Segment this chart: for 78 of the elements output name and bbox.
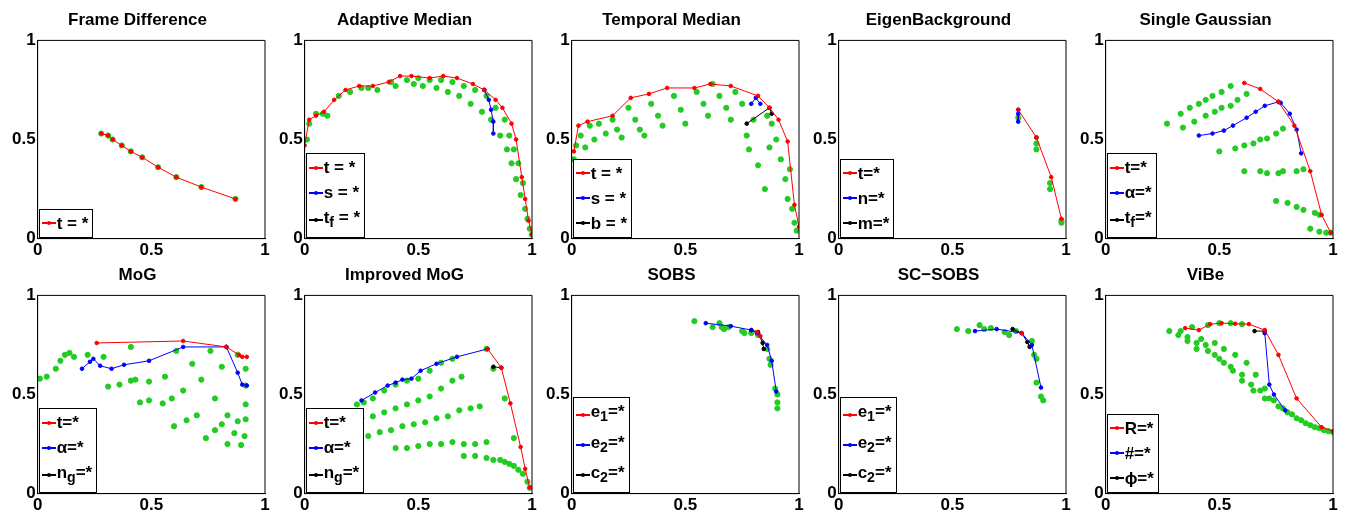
chart-title: Improved MoG (344, 264, 465, 284)
legend-label: e$_{2}$=* (590, 431, 625, 458)
legend-label: m=* (857, 212, 890, 235)
y-tick-label: 1 (560, 285, 570, 305)
legend-label: #=* (1124, 442, 1151, 465)
legend-label: b = * (590, 212, 627, 235)
y-tick-label: 0.5 (1079, 129, 1104, 149)
x-tick-label: 1 (794, 495, 804, 515)
y-tick-label: 0.5 (11, 129, 36, 149)
y-tick-label: 0.5 (278, 129, 303, 149)
y-tick-label: 1 (26, 285, 36, 305)
y-tick-label: 0.5 (278, 384, 303, 404)
legend-label: n=* (857, 187, 885, 210)
x-tick-label: 0.5 (1207, 240, 1232, 260)
legend-label: t = * (590, 162, 623, 185)
x-tick-label: 1 (1328, 240, 1338, 260)
chart-title: EigenBackground (865, 9, 1012, 29)
y-tick-label: 1 (827, 30, 837, 50)
legend-label: α=* (1124, 182, 1152, 205)
y-tick-label: 0.5 (1079, 384, 1104, 404)
legend-label: s = * (590, 187, 627, 210)
legend-label: t=* (857, 162, 880, 185)
x-tick-label: 0.5 (940, 240, 965, 260)
chart-title: SC−SOBS (897, 264, 980, 284)
y-tick-label: 0.5 (812, 129, 837, 149)
y-tick-label: 1 (560, 30, 570, 50)
chart-title: Temporal Median (602, 9, 741, 29)
y-tick-label: 1 (1094, 30, 1104, 50)
legend-label: t = * (323, 157, 356, 180)
chart-title: ViBe (1186, 264, 1225, 284)
legend-label: e$_{1}$=* (857, 401, 892, 427)
y-tick-label: 1 (1094, 285, 1104, 305)
legend-label: c$_{2}$=* (857, 462, 892, 488)
legend-label: α=* (323, 437, 351, 460)
y-tick-label: 1 (293, 285, 303, 305)
x-tick-label: 1 (260, 495, 270, 515)
y-tick-label: 0.5 (545, 384, 570, 404)
chart-title: MoG (118, 264, 157, 284)
chart-title: Single Gaussian (1139, 9, 1272, 29)
chart-title: Frame Difference (68, 9, 207, 29)
legend-label: n$_{g}$=* (323, 462, 360, 488)
legend-label: R=* (1124, 417, 1154, 440)
chart-title: SOBS (647, 264, 696, 284)
y-tick-label: 1 (26, 30, 36, 50)
x-tick-label: 0.5 (940, 495, 965, 515)
legend-label: s = * (323, 182, 360, 205)
x-tick-label: 1 (1061, 495, 1071, 515)
legend-label: t = * (56, 212, 89, 235)
x-tick-label: 0.5 (1207, 495, 1232, 515)
x-tick-label: 1 (1061, 240, 1071, 260)
legend-label: e$_{2}$=* (857, 431, 892, 458)
x-tick-label: 0.5 (673, 240, 698, 260)
x-tick-label: 1 (260, 240, 270, 260)
legend-label: c$_{2}$=* (590, 462, 625, 488)
x-tick-label: 0.5 (673, 495, 698, 515)
y-tick-label: 1 (293, 30, 303, 50)
x-tick-label: 1 (1328, 495, 1338, 515)
x-tick-label: 0.5 (406, 495, 431, 515)
chart-title: Adaptive Median (336, 9, 473, 29)
y-tick-label: 0.5 (545, 129, 570, 149)
x-tick-label: 1 (527, 495, 537, 515)
legend-label: n$_{g}$=* (56, 462, 93, 488)
y-tick-label: 0.5 (812, 384, 837, 404)
y-tick-label: 0.5 (11, 384, 36, 404)
x-tick-label: 0.5 (406, 240, 431, 260)
legend-label: t$_{f}$=* (1124, 207, 1152, 233)
legend-label: t$_{f}$ = * (323, 207, 361, 233)
legend-label: t=* (1124, 157, 1147, 180)
legend-label: α=* (56, 437, 84, 460)
legend-label: e$_{1}$=* (590, 401, 625, 427)
x-tick-label: 1 (527, 240, 537, 260)
x-tick-label: 0.5 (139, 495, 164, 515)
y-tick-label: 1 (827, 285, 837, 305)
legend-label: t=* (323, 412, 346, 435)
legend-label: t=* (56, 412, 79, 435)
x-tick-label: 0.5 (139, 240, 164, 260)
legend-label: ϕ=* (1124, 467, 1154, 490)
x-tick-label: 1 (794, 240, 804, 260)
